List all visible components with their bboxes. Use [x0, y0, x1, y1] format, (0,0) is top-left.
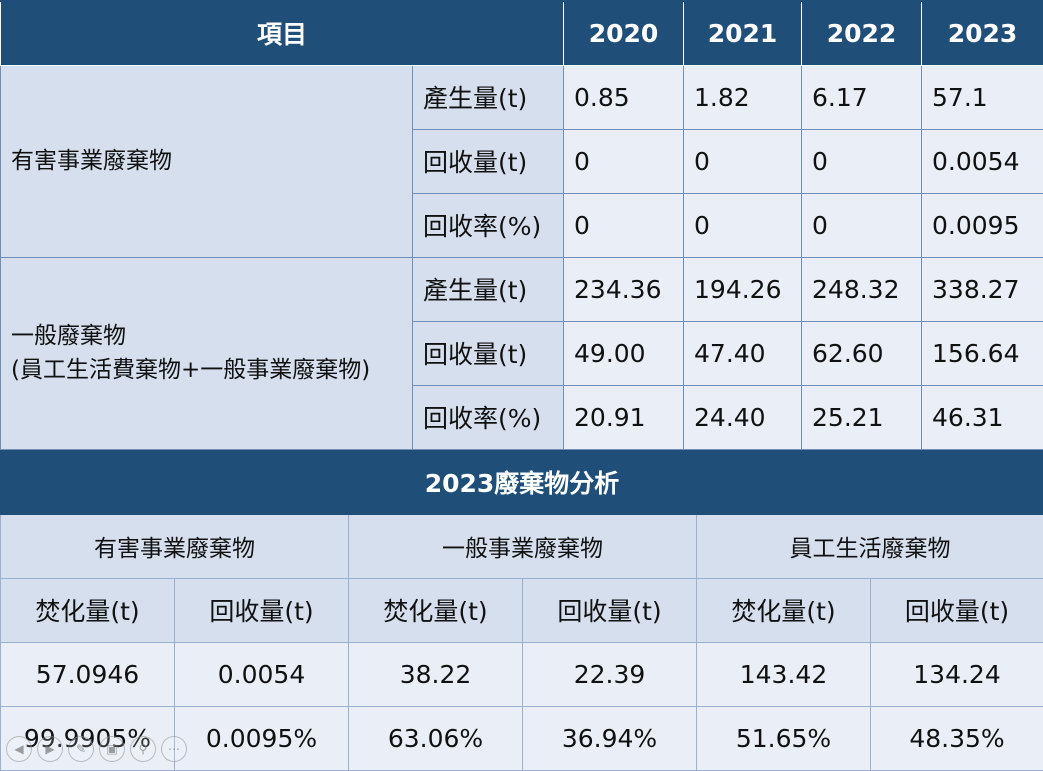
- header-year: 2022: [802, 1, 922, 65]
- analysis-title-row: 2023廢棄物分析: [1, 450, 1043, 514]
- subheader-cell: 回收量(t): [523, 578, 697, 642]
- percent-cell: 0.0095%: [175, 706, 349, 770]
- value-cell: 0.0095: [922, 193, 1043, 257]
- slideshow-controls: ◀ ▶ ✎ ▣ ⚲ ⋯: [6, 736, 187, 764]
- value-cell: 24.40: [684, 385, 802, 449]
- value-cell: 234.36: [564, 257, 684, 321]
- value-cell: 194.26: [684, 257, 802, 321]
- arrow-left-icon[interactable]: ◀: [6, 736, 32, 762]
- value-cell: 338.27: [922, 257, 1043, 321]
- group-general-business: 一般事業廢棄物: [349, 514, 697, 578]
- category-note: (員工生活費棄物+一般事業廢棄物): [11, 353, 402, 388]
- header-year: 2020: [564, 1, 684, 65]
- category-label: 一般廢棄物: [11, 319, 402, 354]
- percent-cell: 63.06%: [349, 706, 523, 770]
- amount-row: 57.0946 0.0054 38.22 22.39 143.42 134.24: [1, 642, 1043, 706]
- value-cell: 62.60: [802, 321, 922, 385]
- percent-cell: 51.65%: [697, 706, 871, 770]
- amount-cell: 0.0054: [175, 642, 349, 706]
- subheader-cell: 焚化量(t): [349, 578, 523, 642]
- group-hazardous: 有害事業廢棄物: [1, 514, 349, 578]
- category-general-waste: 一般廢棄物 (員工生活費棄物+一般事業廢棄物): [1, 257, 413, 449]
- arrow-right-icon[interactable]: ▶: [37, 736, 63, 762]
- percent-cell: 36.94%: [523, 706, 697, 770]
- waste-analysis-2023-table: 2023廢棄物分析 有害事業廢棄物 一般事業廢棄物 員工生活廢棄物 焚化量(t)…: [0, 450, 1043, 771]
- zoom-icon[interactable]: ⚲: [130, 736, 156, 762]
- subheader-cell: 焚化量(t): [1, 578, 175, 642]
- subheader-cell: 回收量(t): [175, 578, 349, 642]
- more-icon[interactable]: ⋯: [161, 736, 187, 762]
- value-cell: 0.0054: [922, 129, 1043, 193]
- value-cell: 57.1: [922, 65, 1043, 129]
- category-label: 有害事業廢棄物: [11, 144, 402, 179]
- table-row: 一般廢棄物 (員工生活費棄物+一般事業廢棄物) 產生量(t) 234.36 19…: [1, 257, 1043, 321]
- value-cell: 0: [802, 193, 922, 257]
- waste-statistics-table: 項目 2020 2021 2022 2023 有害事業廢棄物 產生量(t) 0.…: [0, 0, 1043, 450]
- amount-cell: 143.42: [697, 642, 871, 706]
- table-row: 有害事業廢棄物 產生量(t) 0.85 1.82 6.17 57.1: [1, 65, 1043, 129]
- row-label: 回收率(%): [413, 193, 564, 257]
- slides-icon[interactable]: ▣: [99, 736, 125, 762]
- subheader-row: 焚化量(t) 回收量(t) 焚化量(t) 回收量(t) 焚化量(t) 回收量(t…: [1, 578, 1043, 642]
- row-label: 回收量(t): [413, 321, 564, 385]
- value-cell: 46.31: [922, 385, 1043, 449]
- amount-cell: 57.0946: [1, 642, 175, 706]
- row-label: 產生量(t): [413, 65, 564, 129]
- subheader-cell: 焚化量(t): [697, 578, 871, 642]
- amount-cell: 134.24: [871, 642, 1043, 706]
- value-cell: 6.17: [802, 65, 922, 129]
- value-cell: 49.00: [564, 321, 684, 385]
- category-hazardous-waste: 有害事業廢棄物: [1, 65, 413, 257]
- group-employee-living: 員工生活廢棄物: [697, 514, 1043, 578]
- analysis-title: 2023廢棄物分析: [1, 450, 1043, 514]
- value-cell: 0.85: [564, 65, 684, 129]
- value-cell: 0: [684, 129, 802, 193]
- header-year: 2023: [922, 1, 1043, 65]
- value-cell: 156.64: [922, 321, 1043, 385]
- value-cell: 1.82: [684, 65, 802, 129]
- value-cell: 0: [564, 129, 684, 193]
- group-header-row: 有害事業廢棄物 一般事業廢棄物 員工生活廢棄物: [1, 514, 1043, 578]
- value-cell: 20.91: [564, 385, 684, 449]
- value-cell: 0: [802, 129, 922, 193]
- value-cell: 0: [684, 193, 802, 257]
- subheader-cell: 回收量(t): [871, 578, 1043, 642]
- table-header-row: 項目 2020 2021 2022 2023: [1, 1, 1043, 65]
- row-label: 回收率(%): [413, 385, 564, 449]
- value-cell: 25.21: [802, 385, 922, 449]
- header-year: 2021: [684, 1, 802, 65]
- amount-cell: 22.39: [523, 642, 697, 706]
- value-cell: 248.32: [802, 257, 922, 321]
- header-item: 項目: [1, 1, 564, 65]
- value-cell: 47.40: [684, 321, 802, 385]
- percent-cell: 48.35%: [871, 706, 1043, 770]
- row-label: 回收量(t): [413, 129, 564, 193]
- row-label: 產生量(t): [413, 257, 564, 321]
- value-cell: 0: [564, 193, 684, 257]
- amount-cell: 38.22: [349, 642, 523, 706]
- pen-icon[interactable]: ✎: [68, 736, 94, 762]
